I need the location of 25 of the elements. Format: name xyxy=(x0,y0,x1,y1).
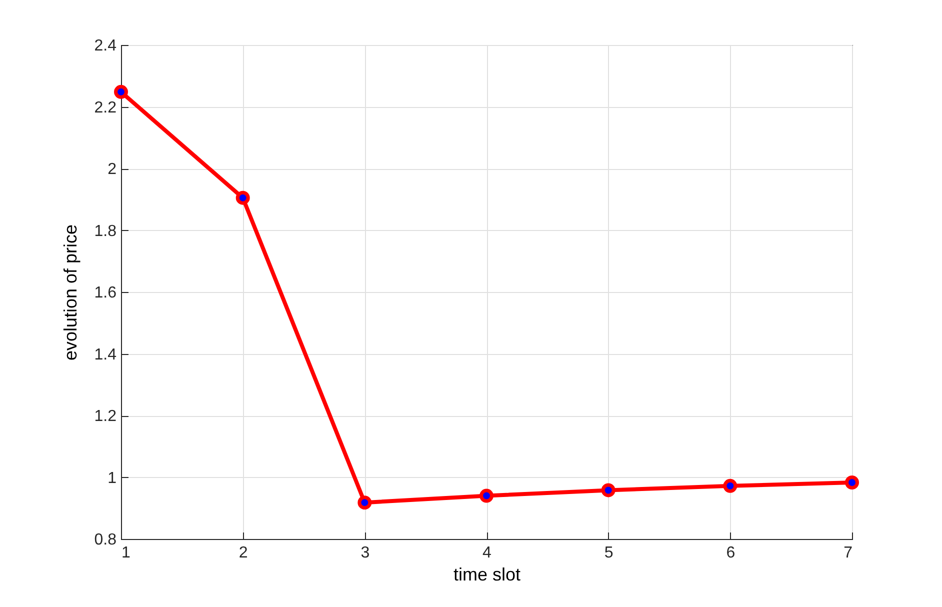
x-tick-label: 4 xyxy=(482,544,492,562)
y-tick-label: 1.8 xyxy=(94,222,117,240)
y-tick-label: 2 xyxy=(108,161,117,178)
x-tick-label: 3 xyxy=(360,544,370,562)
y-tick-label: 1.4 xyxy=(94,346,117,364)
y-tick-label: 1.6 xyxy=(94,284,117,302)
y-axis-title: evolution of price xyxy=(60,224,80,361)
x-tick-label: 2 xyxy=(238,544,248,562)
point xyxy=(845,476,859,490)
x-axis-title: time slot xyxy=(453,564,521,584)
y-tick-label: 2.4 xyxy=(94,38,117,54)
point xyxy=(480,488,494,503)
point xyxy=(236,190,250,205)
y-tick-label: 1 xyxy=(108,470,117,487)
x-tick-label: 5 xyxy=(604,544,614,562)
x-tick-label: 6 xyxy=(726,544,736,562)
y-tick-label: 2.2 xyxy=(94,99,117,116)
point xyxy=(114,84,128,99)
x-tick-label: 1 xyxy=(122,544,130,562)
x-tick-label: 7 xyxy=(844,544,853,562)
point xyxy=(723,478,738,493)
point xyxy=(358,496,372,510)
y-tick-label: 0.8 xyxy=(94,532,117,548)
point xyxy=(601,483,616,498)
y-tick-label: 1.2 xyxy=(94,408,117,425)
